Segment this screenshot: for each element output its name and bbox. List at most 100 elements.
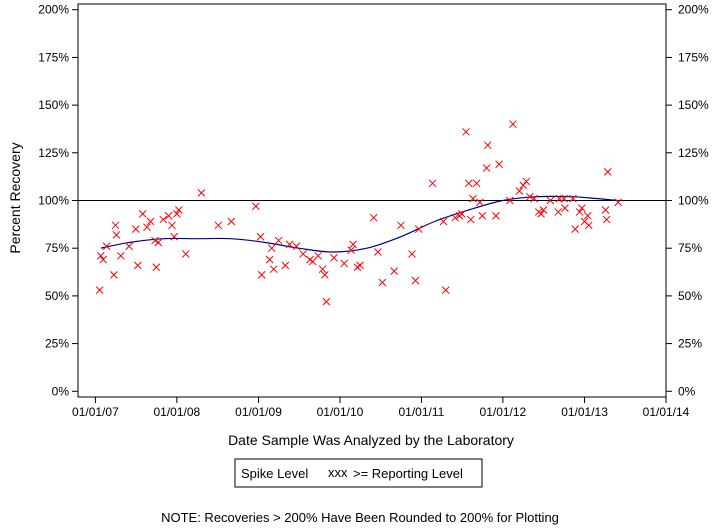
data-point [476, 198, 484, 207]
data-point [390, 267, 399, 275]
data-point [116, 251, 125, 260]
data-point [320, 271, 329, 279]
data-point [515, 187, 524, 195]
legend-marker-icon: xxx [328, 465, 348, 480]
data-point [349, 240, 357, 249]
data-point [602, 215, 611, 224]
y-tick-label-right: 200% [678, 3, 709, 17]
data-point [322, 297, 331, 306]
legend-box [234, 458, 483, 488]
data-point [483, 141, 492, 150]
data-point [411, 276, 420, 285]
data-point [99, 255, 108, 264]
data-point [340, 259, 349, 268]
data-point [457, 210, 466, 218]
data-point [168, 221, 176, 230]
plot-note: NOTE: Recoveries > 200% Have Been Rounde… [161, 510, 559, 525]
data-point [265, 255, 274, 264]
legend-spike-label: Spike Level [241, 466, 308, 481]
data-point [614, 198, 623, 207]
x-tick-label: 01/01/14 [643, 405, 690, 419]
data-point [347, 246, 355, 254]
y-tick-label-left: 0% [52, 384, 70, 398]
data-point [181, 250, 190, 258]
data-point [526, 192, 534, 201]
data-point [267, 244, 276, 253]
y-tick-label-left: 50% [45, 289, 69, 303]
data-point [575, 208, 584, 216]
data-point [164, 211, 173, 220]
data-point [292, 242, 301, 251]
y-tick-label-left: 150% [38, 98, 69, 112]
data-point [214, 221, 223, 230]
data-point [569, 194, 577, 203]
y-tick-label-left: 200% [38, 3, 69, 17]
data-point [256, 232, 265, 241]
data-point [175, 206, 183, 214]
data-point [537, 210, 545, 218]
data-point [464, 179, 473, 188]
data-point [369, 213, 378, 222]
data-point [173, 210, 181, 218]
data-point [197, 189, 206, 197]
data-point [546, 196, 555, 205]
data-point [560, 194, 568, 203]
data-point [530, 194, 538, 203]
x-tick-label: 01/01/12 [480, 405, 527, 419]
data-point [133, 261, 142, 270]
data-point [159, 215, 168, 224]
data-point [561, 204, 569, 212]
y-axis-right: 0% 25% 50% 75% 100% 125% 150% 175% 200% [666, 3, 709, 398]
data-point [554, 208, 563, 216]
data-point [374, 248, 382, 256]
data-point [583, 211, 592, 220]
data-point [251, 202, 260, 211]
data-point [578, 204, 586, 212]
data-point [492, 211, 500, 220]
y-tick-label-right: 125% [678, 146, 709, 160]
x-tick-label: 01/01/10 [317, 405, 364, 419]
data-point [451, 213, 459, 222]
data-point [482, 164, 491, 172]
data-point [472, 179, 481, 188]
data-point [318, 265, 327, 274]
x-tick-label: 01/01/08 [153, 405, 200, 419]
data-point [154, 238, 163, 247]
data-point [111, 221, 120, 230]
data-point [505, 196, 514, 205]
x-tick-label: 01/01/13 [561, 405, 608, 419]
data-point [378, 278, 387, 287]
data-point [509, 120, 517, 129]
data-point [314, 251, 322, 260]
y-tick-label-right: 100% [678, 194, 709, 208]
data-point [138, 210, 147, 218]
legend-reporting-label: >= Reporting Level [353, 466, 463, 481]
y-tick-label-right: 0% [678, 384, 696, 398]
x-axis-title: Date Sample Was Analyzed by the Laborato… [228, 432, 514, 448]
y-tick-label-left: 75% [45, 241, 69, 255]
legend: Spike Level xxx >= Reporting Level [234, 458, 483, 488]
data-point [478, 211, 487, 220]
data-point [397, 221, 405, 230]
data-point [110, 271, 118, 279]
y-tick-label-left: 25% [45, 337, 69, 351]
data-point [469, 194, 477, 203]
data-point [285, 240, 294, 249]
x-tick-label: 01/01/07 [72, 405, 119, 419]
data-point [356, 261, 364, 270]
data-point [269, 265, 278, 274]
data-point [330, 253, 338, 262]
data-point [584, 221, 593, 230]
x-tick-label: 01/01/11 [399, 405, 445, 419]
y-axis-title: Percent Recovery [7, 142, 23, 253]
y-tick-label-right: 25% [678, 337, 702, 351]
data-point [152, 263, 161, 272]
x-tick-label: 01/01/09 [235, 405, 282, 419]
data-point [522, 177, 531, 186]
x-axis: 01/01/07 01/01/08 01/01/09 01/01/10 01/01/11… [72, 397, 690, 419]
data-point [495, 160, 503, 169]
data-point [95, 286, 104, 295]
data-point [102, 242, 111, 251]
data-point [146, 217, 155, 226]
y-tick-label-right: 175% [678, 50, 709, 64]
